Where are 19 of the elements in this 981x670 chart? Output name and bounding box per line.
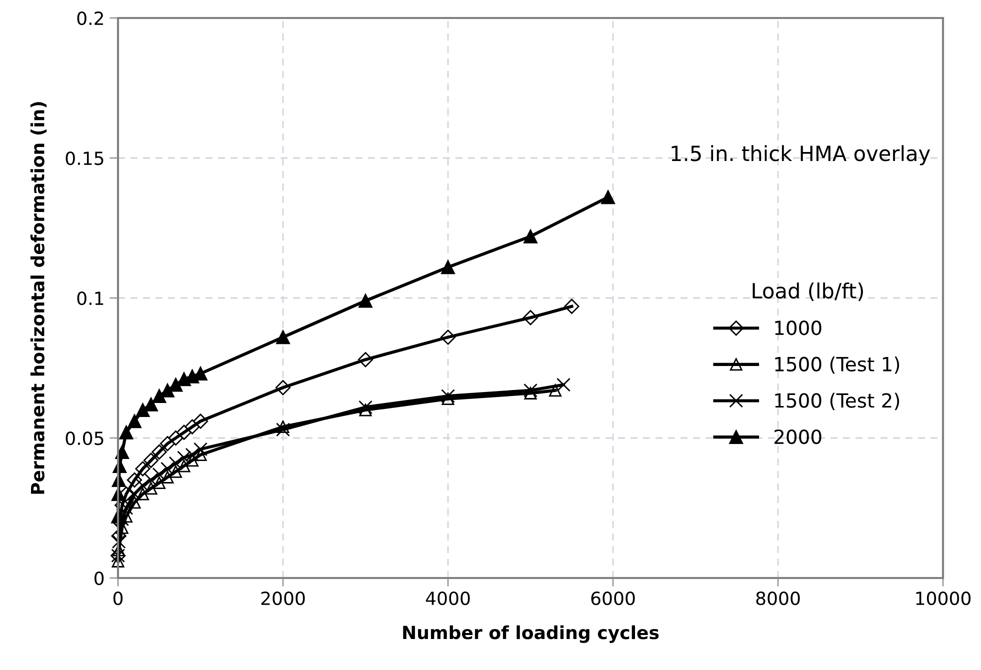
x-tick-label: 2000 — [261, 592, 305, 606]
legend-label: 1500 (Test 1) — [775, 356, 900, 374]
legend-title: Load (lb/ft) — [752, 282, 863, 302]
x-tick-label: 6000 — [591, 592, 635, 606]
x-axis-title: Number of loading cycles — [403, 625, 659, 643]
y-tick-label: 0.15 — [66, 151, 104, 166]
y-tick-label: 0 — [94, 571, 104, 586]
y-axis-title: Permanent horizontal deformation (in) — [30, 102, 47, 494]
x-tick-label: 10000 — [916, 592, 971, 606]
x-tick-label: 8000 — [756, 592, 800, 606]
y-tick-label: 0.2 — [77, 11, 103, 26]
y-tick-label: 0.05 — [66, 431, 104, 446]
legend-label: 1500 (Test 2) — [775, 392, 900, 410]
legend-label: 2000 — [774, 429, 822, 444]
annotation: 1.5 in. thick HMA overlay — [672, 145, 930, 166]
y-tick-label: 0.1 — [77, 291, 104, 306]
x-tick-label: 4000 — [426, 592, 470, 606]
x-tick-label: 0 — [113, 592, 123, 606]
legend-label: 1000 — [775, 320, 822, 336]
